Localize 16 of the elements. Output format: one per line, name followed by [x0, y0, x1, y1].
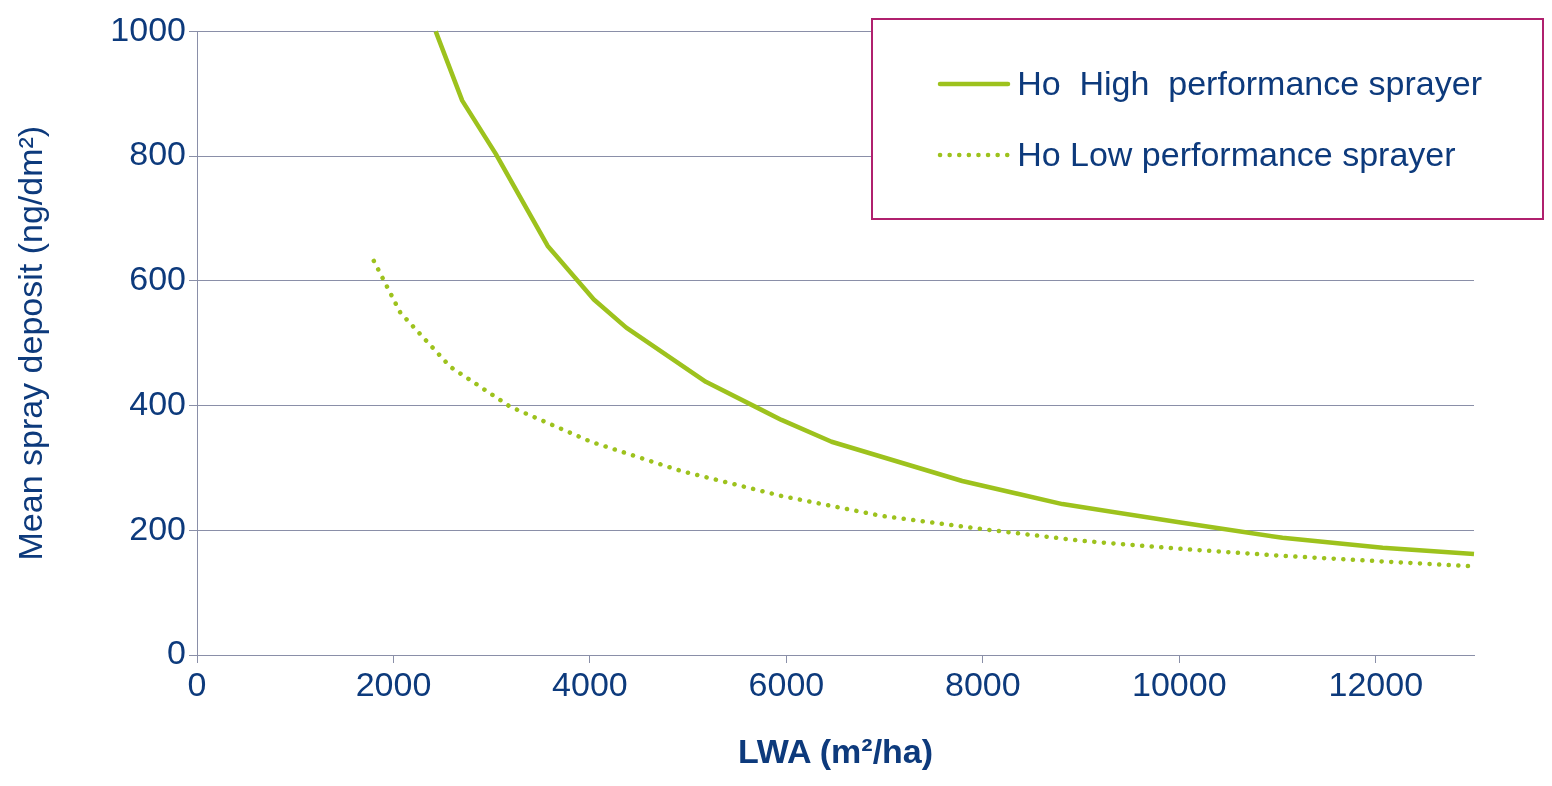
- y-tick-label: 0: [167, 633, 186, 672]
- y-tick-label: 1000: [110, 9, 186, 48]
- y-tick-label: 800: [129, 134, 186, 173]
- x-tick-label: 12000: [1328, 664, 1424, 703]
- y-tick-label: 200: [129, 508, 186, 547]
- x-axis-title: LWA (m²/ha): [737, 731, 934, 770]
- x-tick-label: 6000: [748, 664, 825, 703]
- x-tick-label: 8000: [945, 664, 1021, 703]
- y-tick-label: 400: [129, 383, 186, 422]
- y-tick-label: 600: [129, 259, 186, 298]
- x-tick-label: 10000: [1132, 664, 1227, 703]
- y-axis-title: Mean spray deposit (ng/dm²): [10, 125, 49, 561]
- x-tick-label: 4000: [552, 664, 628, 703]
- x-tick-label: 2000: [355, 664, 432, 703]
- legend-label: Ho Low performance sprayer: [1017, 135, 1456, 174]
- legend-label: Ho High performance sprayer: [1017, 64, 1482, 103]
